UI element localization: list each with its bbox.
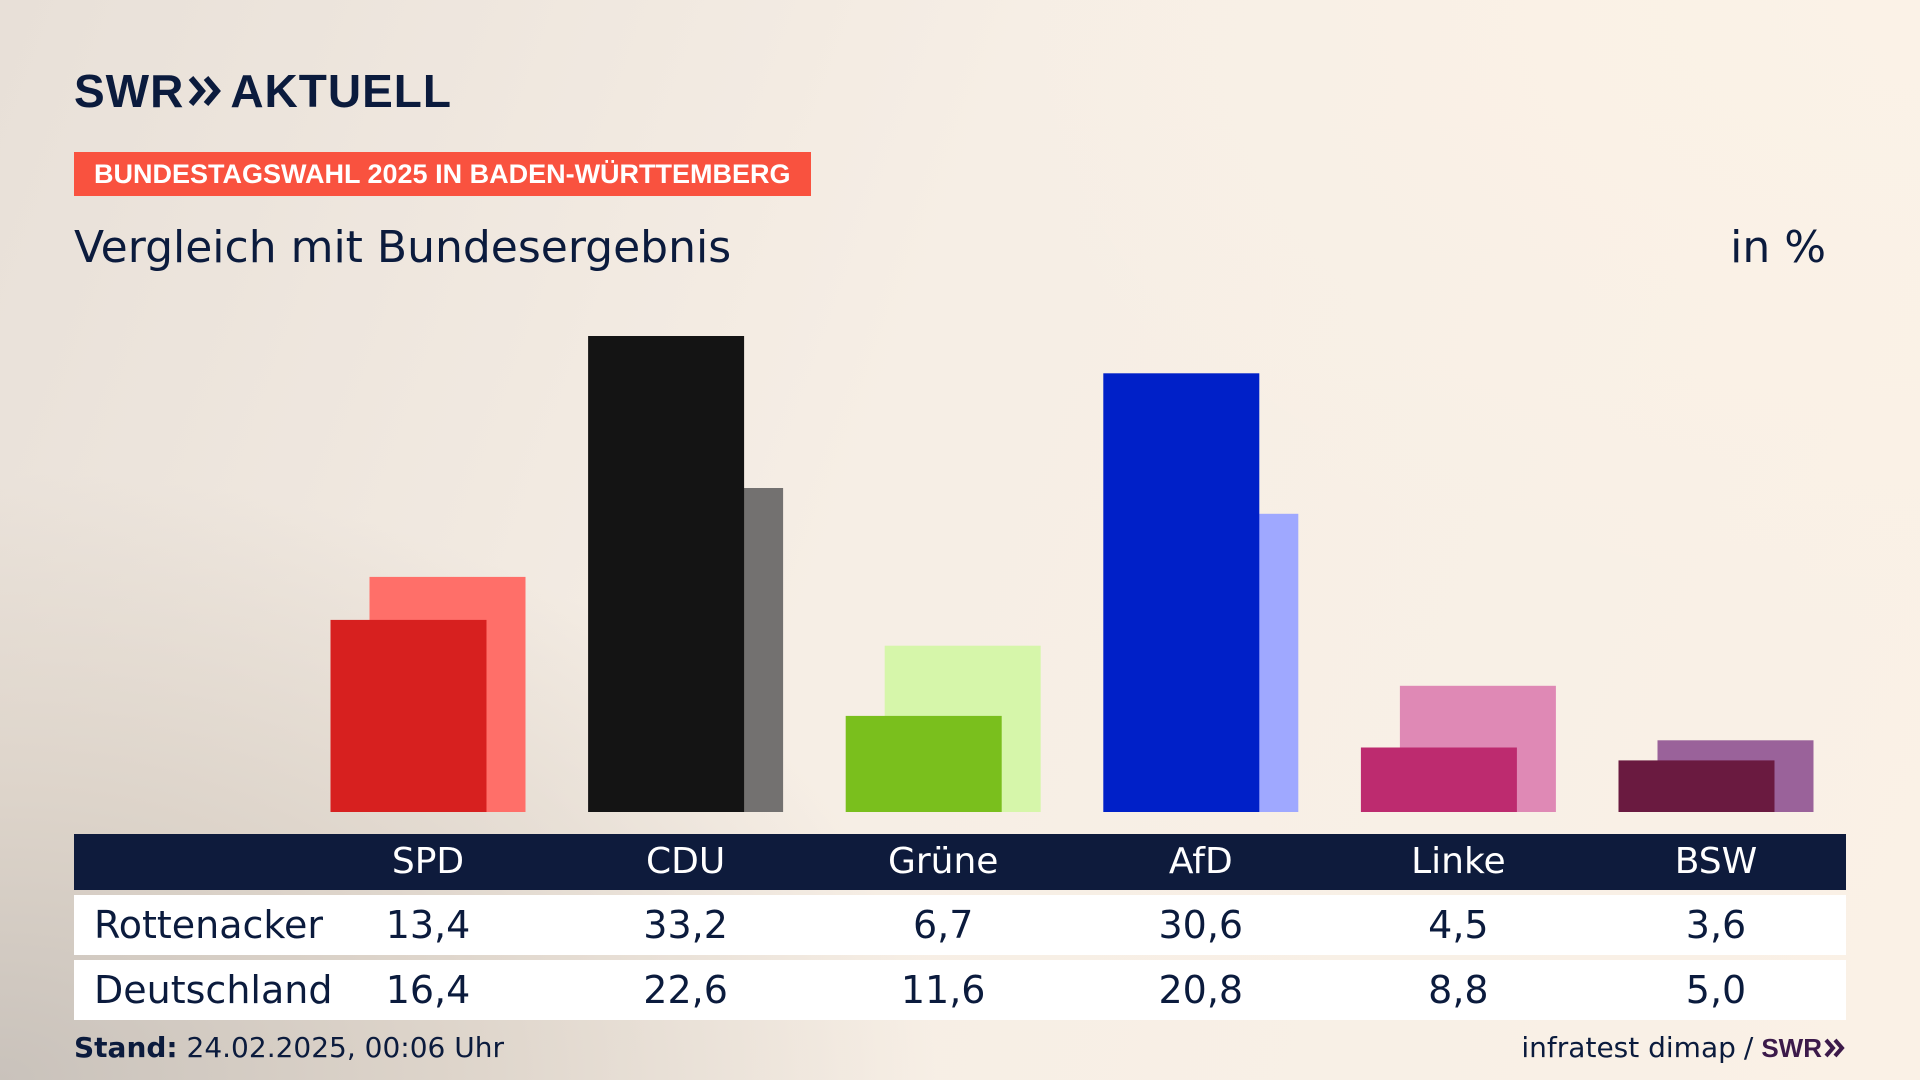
election-banner: BUNDESTAGSWAHL 2025 IN BADEN-WÜRTTEMBERG bbox=[74, 152, 811, 196]
table-row-national: Deutschland 16,4 22,6 11,6 20,8 8,8 5,0 bbox=[74, 960, 1846, 1020]
swr-aktuell-logo: SWR AKTUELL bbox=[74, 66, 452, 116]
value-label-local-spd: 13,4 bbox=[385, 903, 471, 947]
source-separator: / bbox=[1743, 1031, 1754, 1064]
value-label-local-bsw: 3,6 bbox=[1685, 903, 1747, 947]
value-label-national-cdu: 22,6 bbox=[643, 968, 728, 1012]
table-row-local: Rottenacker 13,4 33,2 6,7 30,6 4,5 3,6 bbox=[74, 895, 1846, 955]
bar-local-grüne bbox=[845, 715, 1002, 812]
swr-small-logo-text: SWR bbox=[1761, 1033, 1822, 1063]
value-label-national-grüne: 11,6 bbox=[900, 968, 986, 1012]
source-credit: infratest dimap / SWR bbox=[1521, 1030, 1846, 1066]
table-header-row: SPD CDU Grüne AfD Linke BSW bbox=[74, 834, 1846, 890]
column-header-cdu: CDU bbox=[645, 841, 726, 882]
column-header-linke: Linke bbox=[1411, 841, 1506, 882]
logo-swr-text: SWR bbox=[74, 65, 185, 117]
value-label-national-bsw: 5,0 bbox=[1685, 968, 1747, 1012]
timestamp-value: 24.02.2025, 00:06 Uhr bbox=[186, 1031, 504, 1064]
logo-aktuell-text: AKTUELL bbox=[230, 65, 452, 117]
bar-local-afd bbox=[1103, 373, 1260, 812]
column-header-grüne: Grüne bbox=[887, 841, 999, 882]
unit-label: in % bbox=[1730, 222, 1826, 273]
chart-subtitle: Vergleich mit Bundesergebnis bbox=[74, 222, 732, 273]
source-name: infratest dimap bbox=[1521, 1031, 1736, 1064]
bar-local-cdu bbox=[588, 336, 745, 812]
row-label-local: Rottenacker bbox=[94, 903, 324, 947]
value-label-national-linke: 8,8 bbox=[1428, 968, 1489, 1012]
value-label-local-cdu: 33,2 bbox=[643, 903, 728, 947]
value-label-national-spd: 16,4 bbox=[385, 968, 471, 1012]
column-header-afd: AfD bbox=[1168, 841, 1233, 882]
timestamp-label: Stand: bbox=[74, 1031, 178, 1064]
column-header-spd: SPD bbox=[391, 841, 465, 882]
bar-local-linke bbox=[1360, 747, 1517, 812]
double-chevron-right-icon bbox=[189, 76, 222, 106]
value-label-local-afd: 30,6 bbox=[1158, 903, 1244, 947]
value-label-national-afd: 20,8 bbox=[1158, 968, 1244, 1012]
value-label-local-grüne: 6,7 bbox=[912, 903, 974, 947]
bar-local-spd bbox=[330, 619, 487, 812]
double-chevron-right-icon bbox=[1824, 1038, 1845, 1058]
bar-local-bsw bbox=[1618, 760, 1775, 812]
timestamp: Stand: 24.02.2025, 00:06 Uhr bbox=[74, 1030, 504, 1066]
column-header-bsw: BSW bbox=[1674, 841, 1758, 882]
bar-chart bbox=[330, 336, 1814, 812]
row-label-national: Deutschland bbox=[94, 968, 333, 1012]
results-table: SPD CDU Grüne AfD Linke BSW Rottenacker 13,4 3… bbox=[74, 834, 1846, 1020]
value-label-local-linke: 4,5 bbox=[1428, 903, 1489, 947]
